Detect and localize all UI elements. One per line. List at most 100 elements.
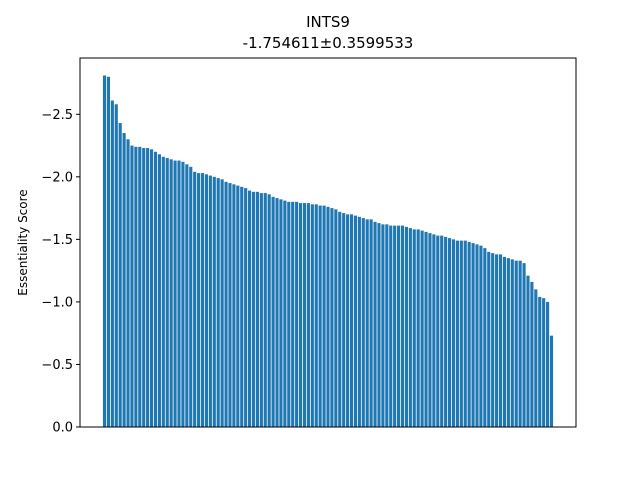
y-tick-label: −2.0	[41, 170, 73, 185]
bar	[404, 226, 408, 427]
bar	[302, 203, 307, 427]
bar	[459, 240, 463, 427]
bar	[157, 154, 161, 427]
bar	[122, 133, 126, 428]
bar	[420, 230, 424, 427]
bar	[287, 201, 291, 427]
bar	[338, 211, 342, 427]
bar	[106, 76, 110, 427]
bar	[357, 216, 361, 427]
bar	[491, 253, 495, 427]
bar	[506, 258, 510, 427]
y-tick-label: −1.0	[41, 295, 73, 310]
bar	[306, 203, 310, 427]
bar	[397, 225, 401, 427]
bar	[487, 251, 491, 427]
bar	[330, 208, 334, 427]
bar	[102, 75, 107, 427]
bar	[310, 204, 314, 427]
bar	[275, 198, 279, 427]
y-tick-label: −0.5	[41, 358, 73, 373]
bar	[283, 200, 287, 427]
bar	[114, 104, 118, 427]
bar	[220, 179, 224, 427]
bar	[248, 190, 252, 427]
bar	[361, 218, 365, 427]
bar	[291, 201, 295, 427]
bar	[549, 335, 554, 427]
bar	[326, 206, 330, 427]
bar	[295, 201, 299, 427]
bar	[432, 234, 436, 427]
bar	[518, 260, 522, 427]
bar	[467, 241, 471, 427]
bar	[373, 221, 377, 427]
y-tick-label: 0.0	[52, 421, 73, 436]
bar	[318, 205, 322, 427]
bar	[483, 248, 487, 427]
bar	[110, 100, 114, 427]
bar	[244, 188, 248, 427]
bar	[471, 243, 475, 427]
bar	[381, 224, 385, 427]
bar	[349, 214, 354, 427]
bar-group	[102, 75, 554, 428]
bar	[510, 259, 514, 427]
y-axis-ticks: 0.0 −0.5 −1.0 −1.5 −2.0 −2.5	[41, 108, 80, 436]
bar	[451, 239, 456, 427]
bar	[412, 229, 416, 427]
bar	[463, 240, 467, 427]
bar	[322, 205, 326, 427]
bar	[334, 209, 338, 427]
bar	[502, 256, 507, 427]
y-axis-label: Essentiality Score	[16, 189, 30, 295]
bar	[118, 123, 122, 427]
bar	[185, 164, 189, 427]
bar	[228, 183, 232, 427]
bar	[232, 184, 236, 427]
bar	[314, 204, 318, 427]
bar	[161, 156, 165, 427]
y-tick-label: −1.5	[41, 233, 73, 248]
bar	[498, 254, 503, 427]
bar	[263, 193, 267, 427]
bar	[475, 244, 479, 427]
bar	[251, 191, 256, 427]
bar	[526, 275, 530, 427]
bar	[193, 171, 197, 427]
bar	[169, 159, 173, 427]
bar	[189, 166, 193, 427]
bar	[181, 161, 185, 427]
bar	[216, 178, 220, 427]
bar	[424, 231, 428, 427]
bar	[530, 281, 534, 427]
bar	[514, 260, 518, 427]
bar	[298, 203, 303, 427]
bar	[353, 215, 358, 427]
bar	[138, 146, 142, 427]
bar	[546, 301, 550, 427]
bar	[444, 236, 448, 427]
bar	[130, 145, 134, 427]
bar	[200, 173, 205, 427]
bar	[393, 225, 397, 427]
bar	[436, 235, 440, 427]
bar	[346, 214, 350, 427]
bar	[377, 223, 381, 427]
bar	[447, 238, 452, 427]
bar	[440, 235, 444, 427]
bar	[134, 146, 138, 427]
bar	[240, 186, 244, 427]
bar	[342, 213, 346, 427]
bar	[522, 263, 526, 427]
bar	[204, 174, 209, 427]
y-tick-label: −2.5	[41, 108, 73, 123]
bar	[389, 225, 393, 427]
bar	[267, 194, 271, 427]
bar	[142, 148, 146, 427]
bar	[236, 185, 240, 427]
bar	[165, 158, 169, 427]
bar	[400, 225, 405, 427]
bar	[212, 176, 216, 427]
bar	[255, 191, 259, 427]
